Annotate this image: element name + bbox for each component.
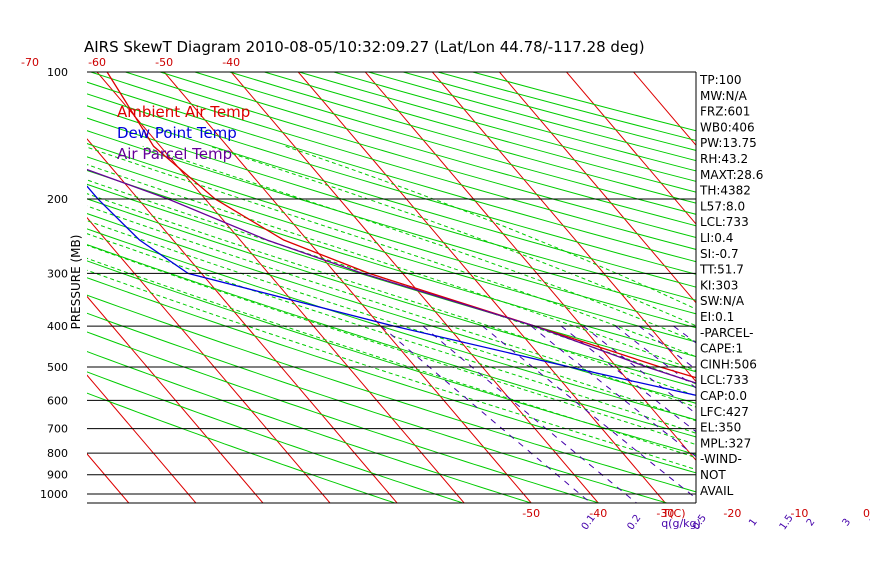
index-entry: LFC:427 <box>700 405 749 419</box>
legend-dewpoint: Dew Point Temp <box>117 124 237 142</box>
mixing-ratio-line <box>825 326 870 503</box>
index-entry: WB0:406 <box>700 120 755 134</box>
index-entry: MAXT:28.6 <box>700 168 763 182</box>
bottom-temp-label: -50 <box>522 507 540 520</box>
index-entry: LI:0.4 <box>700 231 733 245</box>
top-temp-label: -60 <box>88 56 106 69</box>
index-entry: SI:-0.7 <box>700 247 739 261</box>
y-tick-label: 200 <box>47 193 68 206</box>
mixing-ratio-line <box>806 326 870 503</box>
mixing-ratio-label: 3 <box>841 517 854 529</box>
y-tick-label: 600 <box>47 394 68 407</box>
y-axis-label: PRESSURE (MB) <box>69 235 83 330</box>
index-entry: TH:4382 <box>699 184 751 198</box>
isotherm-line <box>298 72 665 503</box>
mixing-ratio-line <box>854 326 870 503</box>
legend-ambient: Ambient Air Temp <box>117 103 250 121</box>
y-tick-label: 100 <box>47 66 68 79</box>
index-entry: MW:N/A <box>700 89 748 103</box>
index-entry: CAP:0.0 <box>700 389 747 403</box>
isotherm-line <box>768 72 870 503</box>
mixing-ratio-line <box>757 326 870 503</box>
mixing-ratio-line <box>736 326 870 503</box>
mixing-ratio-label: 2 <box>805 517 818 529</box>
index-entry: MPL:327 <box>700 436 751 450</box>
y-tick-label: 900 <box>47 469 68 482</box>
mixing-ratio-label: 0.2 <box>625 513 643 532</box>
moist-adiabat-line <box>143 146 870 503</box>
dry-adiabat-line <box>126 72 870 503</box>
index-entry: -PARCEL- <box>700 326 754 340</box>
isotherm-line <box>0 72 129 503</box>
chart-title: AIRS SkewT Diagram 2010-08-05/10:32:09.2… <box>84 38 645 56</box>
y-tick-label: 300 <box>47 267 68 280</box>
moist-adiabat-line <box>286 146 870 503</box>
index-entry: -WIND- <box>700 452 742 466</box>
y-tick-label: 500 <box>47 361 68 374</box>
index-entry: NOT <box>700 468 726 482</box>
bottom-temp-label: -20 <box>723 507 741 520</box>
mixing-ratio-line <box>561 326 789 503</box>
mixing-ratio-line <box>483 326 702 503</box>
mixing-ratio-unit: q(g/kg) <box>661 517 701 530</box>
dry-adiabat-line <box>230 72 870 503</box>
index-entry: RH:43.2 <box>700 152 748 166</box>
mixing-ratio-label: 1 <box>747 517 760 529</box>
isotherm-line <box>0 72 62 503</box>
index-entry: EL:350 <box>700 421 741 435</box>
y-tick-label: 1000 <box>40 488 68 501</box>
index-entry: TP:100 <box>699 73 742 87</box>
index-entry: LCL:733 <box>700 373 749 387</box>
isotherm-line <box>499 72 866 503</box>
dry-adiabat-line <box>299 72 870 503</box>
index-entry: FRZ:601 <box>700 105 750 119</box>
index-entry: TT:51.7 <box>699 263 744 277</box>
index-entry: LCL:733 <box>700 215 749 229</box>
index-entry: CINH:506 <box>700 357 757 371</box>
y-tick-label: 700 <box>47 423 68 436</box>
index-entry: CAPE:1 <box>700 342 743 356</box>
isotherm-line <box>835 72 870 503</box>
index-entry: KI:303 <box>700 278 738 292</box>
top-temp-label: -70 <box>21 56 39 69</box>
legend-parcel: Air Parcel Temp <box>117 145 232 163</box>
dry-adiabat-line <box>369 72 870 503</box>
index-entry: L57:8.0 <box>700 199 745 213</box>
dry-adiabat-line <box>0 72 735 503</box>
index-entry: AVAIL <box>700 484 734 498</box>
y-tick-label: 800 <box>47 447 68 460</box>
y-tick-label: 400 <box>47 320 68 333</box>
dry-adiabat-line <box>473 72 870 503</box>
moist-adiabat-line <box>210 146 870 503</box>
top-temp-label: -40 <box>222 56 240 69</box>
top-temp-label: -50 <box>155 56 173 69</box>
index-entry: PW:13.75 <box>700 136 757 150</box>
index-entry: SW:N/A <box>700 294 745 308</box>
mixing-ratio-line <box>785 326 870 503</box>
index-entry: EI:0.1 <box>700 310 734 324</box>
mixing-ratio-line <box>639 326 870 503</box>
